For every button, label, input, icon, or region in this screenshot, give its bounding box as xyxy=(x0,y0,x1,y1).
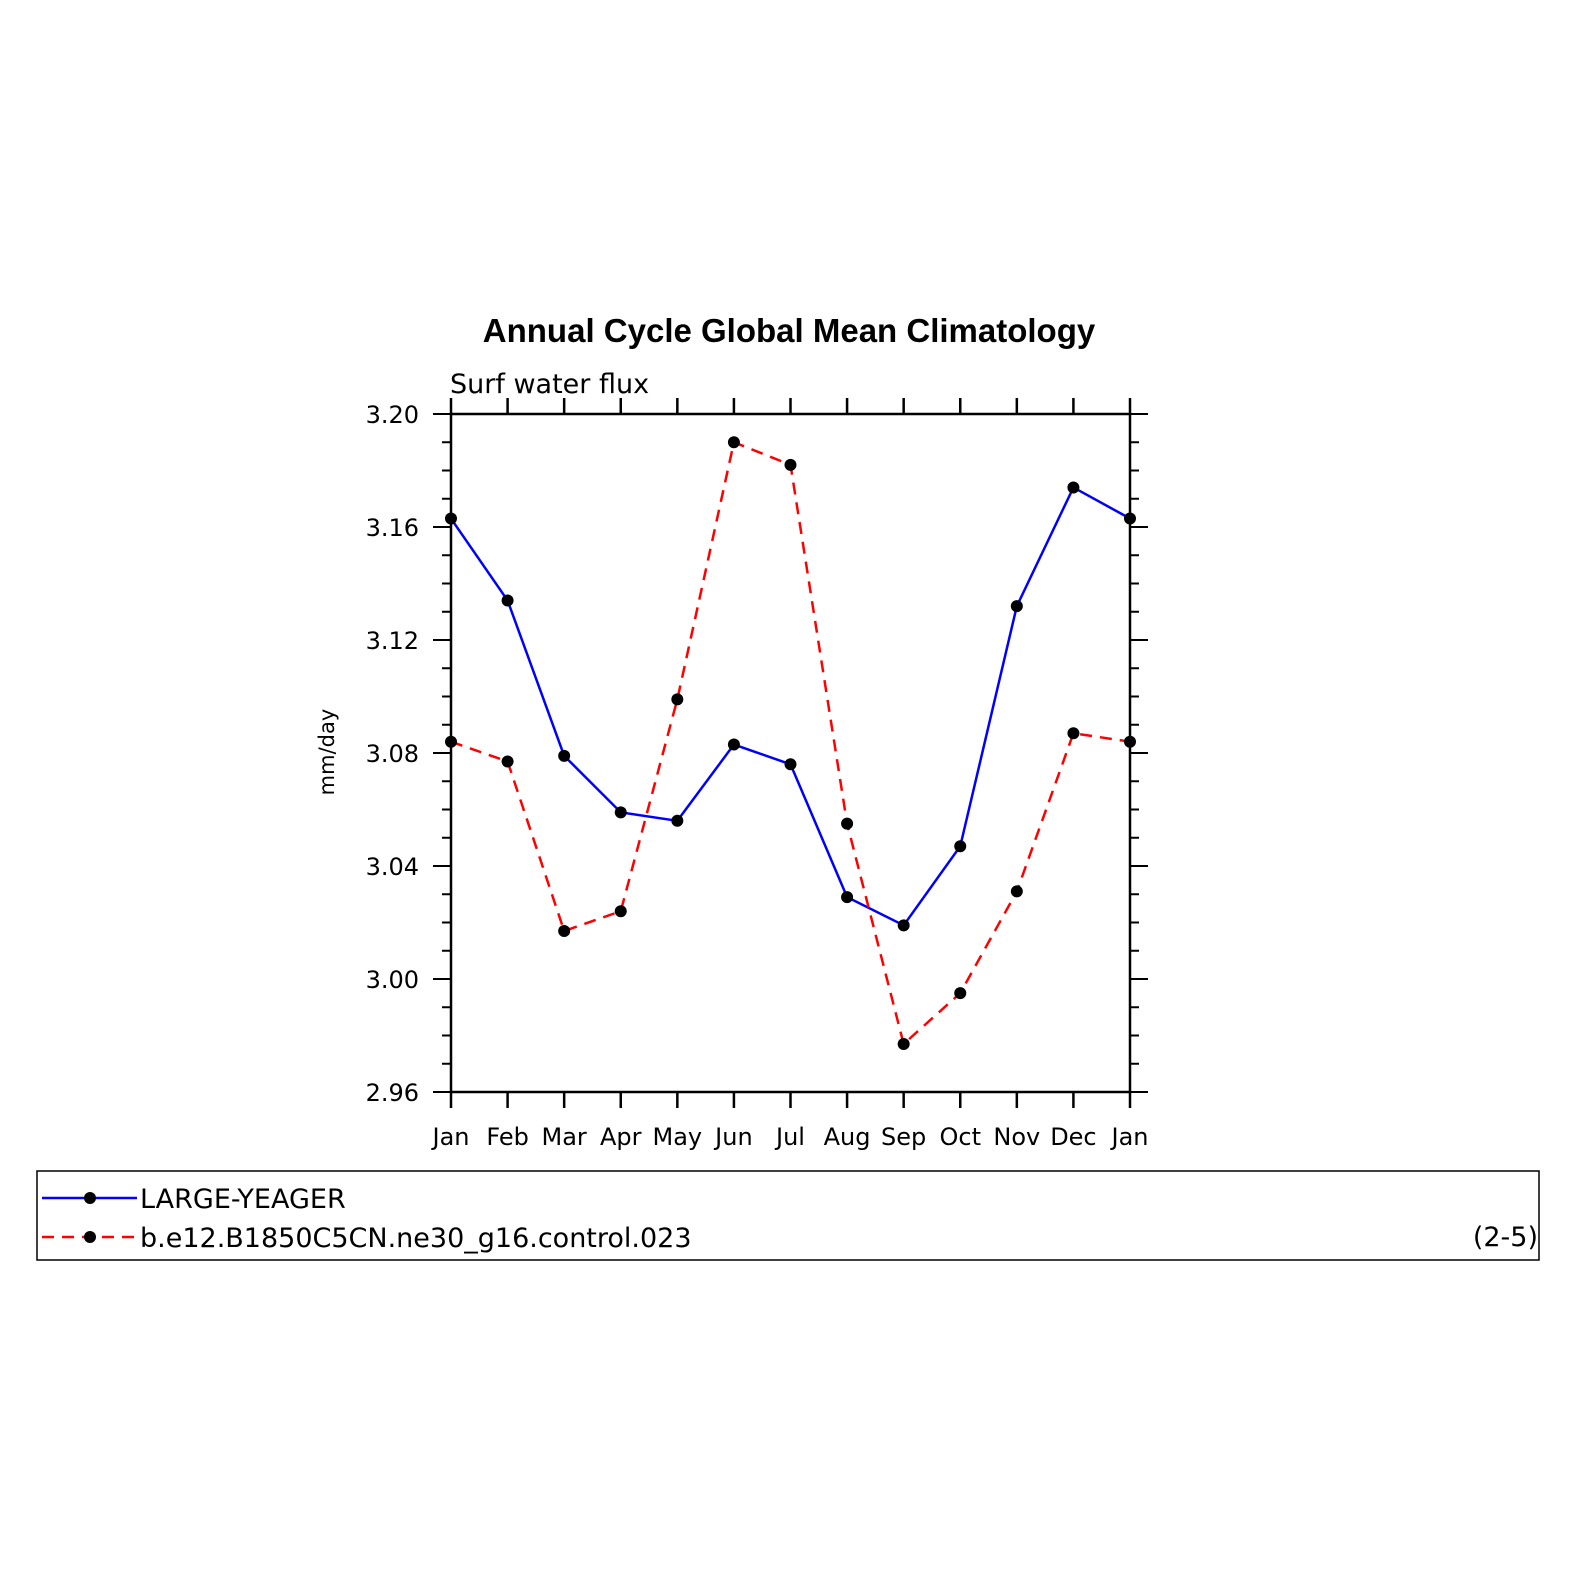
series-1-point xyxy=(671,814,684,827)
x-tick-label: Jun xyxy=(713,1123,753,1151)
x-tick-label: Oct xyxy=(940,1123,982,1151)
series-2-point xyxy=(501,755,514,768)
series-1-point xyxy=(727,738,740,751)
series-2-point xyxy=(671,693,684,706)
panel-label: (2-5) xyxy=(1473,1222,1538,1253)
y-axis-ticks: 2.96 3.00 3.04 3.08 3.12 3.16 3.20 xyxy=(366,401,1148,1107)
x-axis-ticks: Jan Feb Mar Apr May Jun Jul Aug Sep Oct Nov Dec Jan xyxy=(431,398,1149,1151)
x-tick-label: Jan xyxy=(431,1123,470,1151)
series-1-point xyxy=(954,840,967,853)
series-2-point xyxy=(784,458,797,471)
x-tick-label: Aug xyxy=(824,1123,871,1151)
series-1-point xyxy=(897,919,910,932)
x-tick-label: Dec xyxy=(1050,1123,1096,1151)
legend-marker-2 xyxy=(84,1231,96,1243)
x-tick-label: Jan xyxy=(1110,1123,1149,1151)
x-tick-label: Nov xyxy=(993,1123,1040,1151)
chart-title: Annual Cycle Global Mean Climatology xyxy=(483,312,1096,349)
series-2-point xyxy=(558,924,571,937)
legend: LARGE-YEAGER b.e12.B1850C5CN.ne30_g16.con… xyxy=(36,1170,1540,1261)
series-1-point xyxy=(558,749,571,762)
series-2-point xyxy=(954,987,967,1000)
y-tick-label: 3.20 xyxy=(366,401,419,429)
series-2-point xyxy=(897,1037,910,1050)
y-tick-label: 3.04 xyxy=(366,853,419,881)
series-layer xyxy=(445,436,1136,1050)
legend-label-2: b.e12.B1850C5CN.ne30_g16.control.023 xyxy=(140,1223,692,1254)
legend-box xyxy=(36,1170,1540,1261)
series-2-point xyxy=(445,735,457,748)
series-1-point xyxy=(1067,481,1080,494)
y-tick-label: 3.00 xyxy=(366,966,419,994)
legend-items: LARGE-YEAGER b.e12.B1850C5CN.ne30_g16.con… xyxy=(42,1184,692,1254)
series-1-point xyxy=(1010,600,1023,613)
series-2-point xyxy=(841,817,854,830)
series-2-point xyxy=(1124,735,1136,748)
legend-label-1: LARGE-YEAGER xyxy=(140,1184,346,1215)
x-tick-label: Jul xyxy=(774,1123,805,1151)
legend-marker-1 xyxy=(84,1192,96,1204)
y-tick-label: 3.16 xyxy=(366,514,419,542)
series-1-point xyxy=(501,594,514,607)
series-2-point xyxy=(614,905,627,918)
series-1-point xyxy=(784,758,797,771)
chart-subtitle: Surf water flux xyxy=(450,369,649,400)
x-tick-label: Sep xyxy=(881,1123,926,1151)
series-2-point xyxy=(727,436,740,449)
series-2-point xyxy=(1067,727,1080,740)
y-axis-label: mm/day xyxy=(315,709,339,796)
series-1-point xyxy=(614,806,627,819)
series-1-point xyxy=(841,891,854,904)
y-tick-label: 2.96 xyxy=(366,1079,419,1107)
x-tick-label: May xyxy=(653,1123,703,1151)
x-tick-label: Feb xyxy=(486,1123,529,1151)
y-tick-label: 3.12 xyxy=(366,627,419,655)
series-1-point xyxy=(1124,512,1136,525)
x-tick-label: Apr xyxy=(600,1123,642,1151)
series-2-point xyxy=(1010,885,1023,898)
series-1-point xyxy=(445,512,457,525)
x-tick-label: Mar xyxy=(542,1123,587,1151)
y-tick-label: 3.08 xyxy=(366,740,419,768)
